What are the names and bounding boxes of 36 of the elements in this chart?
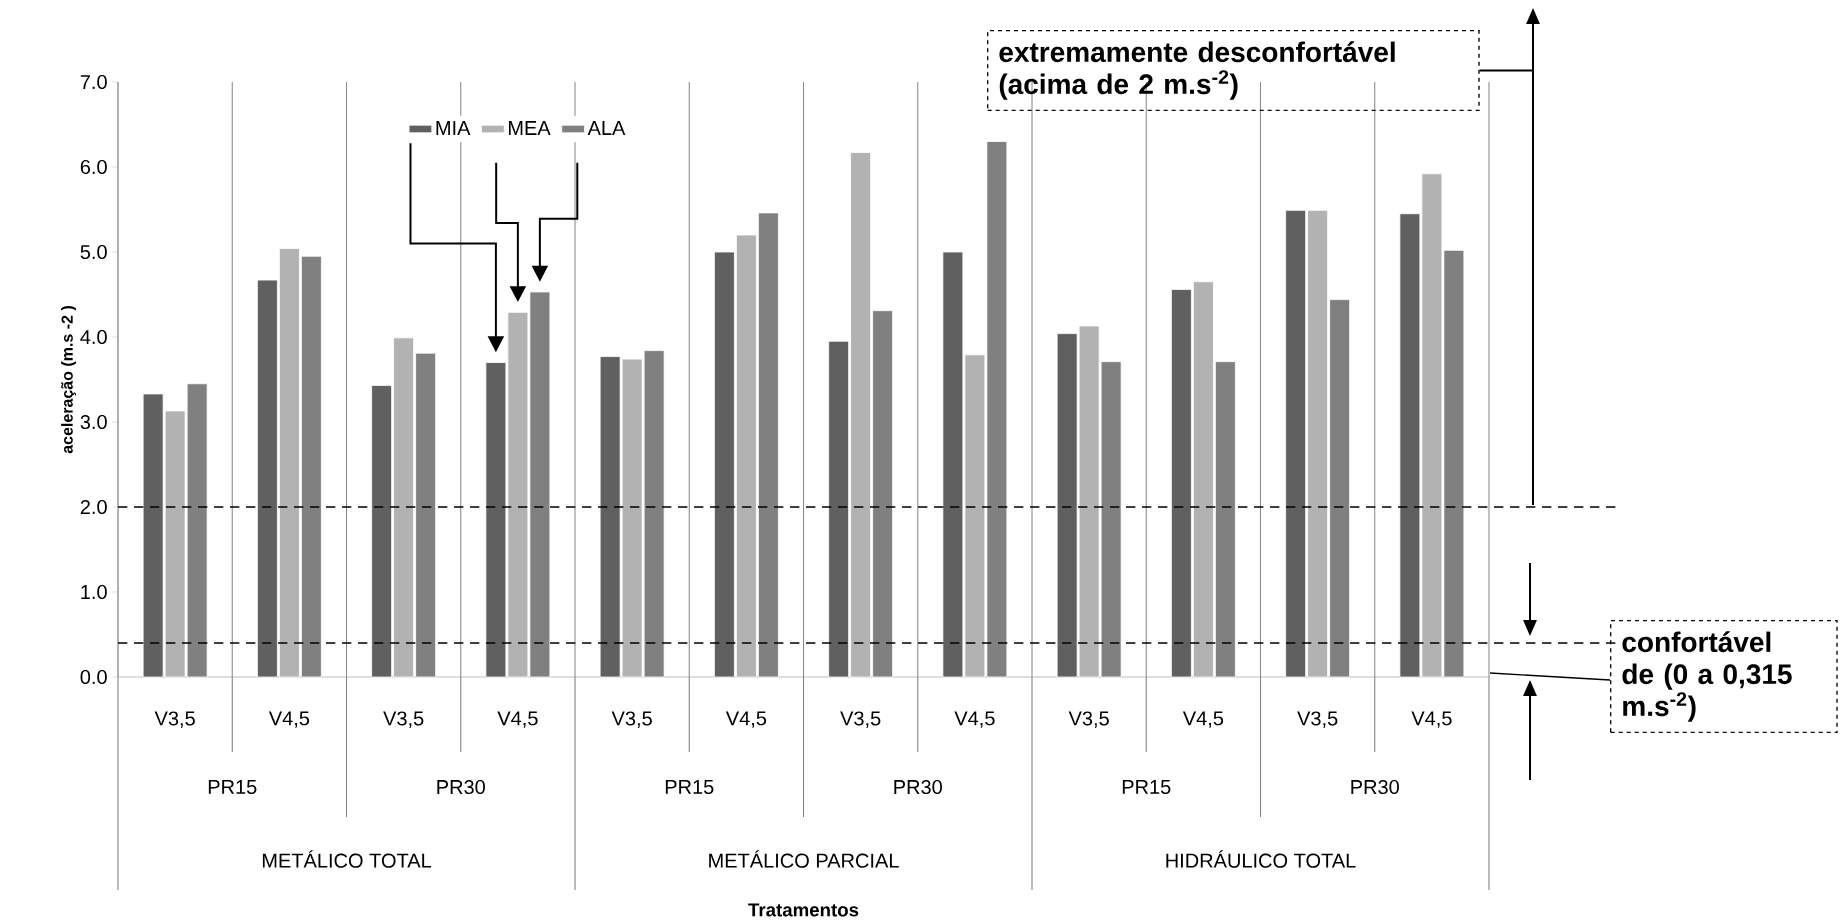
text: PR30 [894, 779, 942, 795]
text: PR30 [437, 779, 485, 795]
x-tick-label: V4,5 [497, 711, 538, 728]
x-tick-label: V3,5 [383, 711, 424, 728]
text: PR30 [1351, 779, 1399, 795]
y-tick-label: 4.0 [80, 329, 107, 345]
x-tick-label: V3,5 [1297, 711, 1338, 728]
x-tick-label: V4,5 [954, 711, 995, 728]
legend-label: ALA [587, 121, 626, 135]
y-tick-label: 0.0 [80, 669, 107, 685]
x-tick-label: V4,5 [268, 711, 310, 728]
legend-label: MIA [436, 121, 471, 135]
text: HIDRÁULICO TOTAL [1166, 850, 1356, 868]
text: PR15 [1122, 780, 1171, 794]
y-tick-label: 6.0 [80, 159, 107, 175]
y-tick-label: 3.0 [80, 414, 107, 430]
text: PR15 [665, 780, 714, 794]
x-tick-label: V3,5 [1068, 711, 1109, 728]
y-tick-label: 1.0 [81, 584, 107, 600]
legend-label: MEA [508, 121, 551, 135]
x-tick-label: V4,5 [1182, 711, 1224, 728]
x-tick-label: V3,5 [840, 711, 881, 728]
text: confortável de (0 a 0,315 m.s$^{-2}$) [1622, 631, 1792, 722]
text: METÁLICO TOTAL [262, 850, 432, 868]
x-tick-label: V3,5 [611, 711, 652, 728]
y-tick-label: 2.0 [80, 499, 107, 515]
y-tick-label: 5.0 [80, 244, 107, 260]
annotation: extremamente desconfortável (acima de 2 m.s$^{-2}$) [999, 41, 1395, 100]
text: Tratamentos [748, 903, 859, 917]
x-tick-label: V4,5 [1411, 711, 1452, 728]
text: PR15 [208, 780, 257, 794]
y-axis-title: aceleração (m.s -2 ) [61, 306, 76, 454]
y-tick-label: 7.0 [80, 74, 107, 90]
x-tick-label: V3,5 [154, 711, 195, 728]
x-tick-label: V4,5 [725, 711, 767, 728]
text: METÁLICO PARCIAL [709, 850, 899, 868]
